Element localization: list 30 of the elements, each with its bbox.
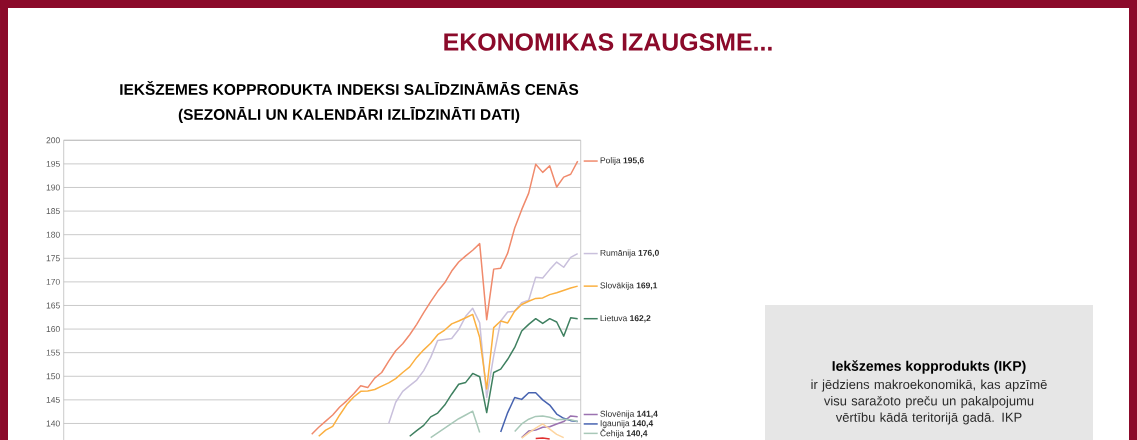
y-tick-label: 200 [46,137,60,144]
y-tick-label: 165 [46,302,60,309]
legend-label: Rumānija 176,0 [600,249,659,258]
line-series [408,317,579,437]
text: EKONOMIKAS IZAUGSME... [444,33,772,51]
legend-label: Igaunija 140,4 [600,419,654,428]
y-tick-label: 190 [46,184,60,191]
legend-label: Čehija 140,4 [600,428,648,438]
y-tick-label: 185 [46,208,60,215]
line-series [387,252,579,425]
y-tick-label: 195 [46,160,60,167]
text: Iekšzemes kopprodukts (IKP) [832,360,1026,374]
line-series [310,160,579,436]
y-tick-label: 145 [46,396,60,403]
y-tick-label: 175 [46,255,60,262]
y-tick-label: 180 [46,231,60,238]
legend-label: Polija 195,6 [600,157,644,165]
legend-label: Slovēnija 141,4 [600,410,658,419]
chart-title: IEKŠZEMES KOPPRODUKTA INDEKSI SALĪDZINĀMĀS CENĀS [120,81,579,95]
line-series [520,415,579,439]
y-tick-label: 155 [46,349,60,356]
y-tick-label: 170 [46,278,60,285]
y-tick-label: 140 [46,420,60,427]
chart-subtitle: (SEZONĀLI UN KALENDĀRI IZLĪDZINĀTI DATI) [178,106,520,124]
y-tick-label: 150 [46,373,60,380]
legend-label: Lietuva 162,2 [600,314,651,323]
line-series [520,423,565,439]
text: ir jēdziens makroekonomikā, kas apzīmē visu saražoto preču un pakalpojumu vērtību kādā teritorijā gadā. IKP [811,379,1047,425]
y-tick-label: 160 [46,326,60,333]
legend-label: Slovākija 169,1 [600,282,658,291]
